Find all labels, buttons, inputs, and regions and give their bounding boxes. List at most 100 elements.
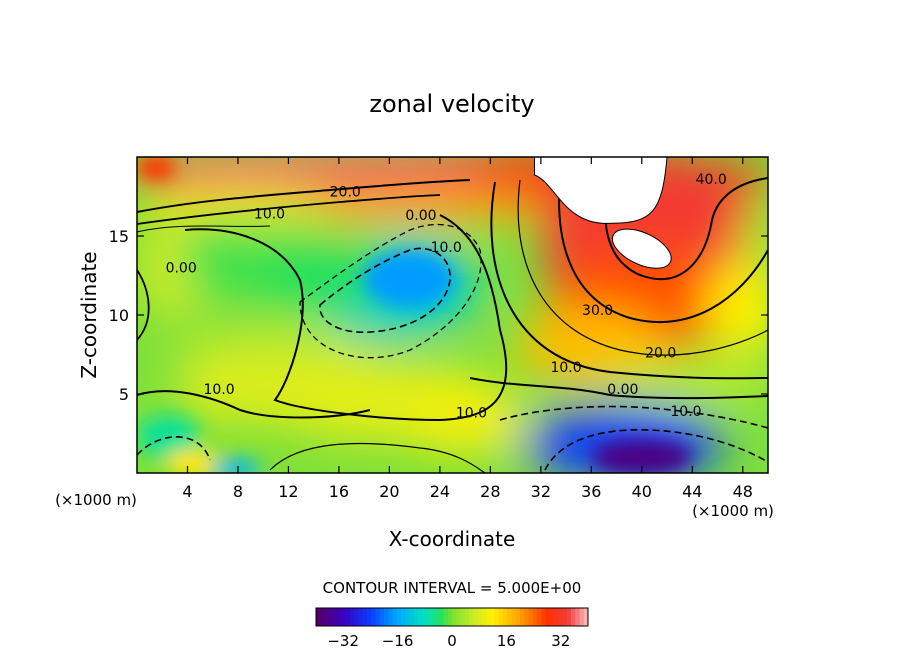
x-tick-label: 32 [531, 482, 551, 501]
colorbar-swatch [490, 608, 495, 626]
colorbar-tick-label: 16 [497, 632, 516, 650]
contour-label: 40.0 [696, 172, 727, 188]
contour-line [137, 194, 441, 225]
colorbar-swatch [439, 608, 444, 626]
colorbar-swatch [486, 608, 491, 626]
undefined-region [534, 157, 668, 224]
x-tick-label: 20 [379, 482, 399, 501]
y-axis: 5 10 15 [109, 227, 768, 404]
field-region [137, 157, 177, 181]
x-unit-label: (×1000 m) [692, 502, 774, 520]
colorbar-swatch [401, 608, 406, 626]
colorbar-swatch [528, 608, 534, 626]
colorbar-swatch [583, 608, 589, 626]
x-tick-label: 12 [278, 482, 298, 501]
colorbar-swatch [460, 608, 466, 626]
y-axis-label: Z-coordinate [77, 251, 101, 378]
colorbar-swatch [549, 608, 555, 626]
z-unit-label: (×1000 m) [55, 491, 137, 509]
colorbar-swatch [456, 608, 461, 626]
x-tick-label: 4 [182, 482, 192, 501]
colorbar-swatch [464, 608, 470, 626]
colorbar-swatch [541, 608, 546, 626]
field-region [174, 220, 276, 300]
colorbar-swatch [337, 608, 342, 626]
contour-line [137, 225, 271, 233]
contour-label: 0.00 [166, 260, 197, 276]
colorbar-swatch [443, 608, 449, 626]
colorbar-swatch [413, 608, 419, 626]
colorbar-swatch [392, 608, 398, 626]
colorbar [315, 607, 589, 627]
colorbar-swatch [579, 608, 585, 626]
colorbar-swatch [430, 608, 436, 626]
colorbar-tick-label: −16 [382, 632, 414, 650]
colorbar-swatch [537, 608, 542, 626]
colorbar-swatch [426, 608, 432, 626]
x-axis: 4 8 12 16 20 24 28 32 36 40 44 48 [182, 157, 753, 501]
colorbar-swatch [354, 608, 359, 626]
colorbar-swatch [379, 608, 385, 626]
contour-label: 0.00 [405, 208, 436, 224]
contour-line [137, 269, 150, 341]
contour-interval-text: CONTOUR INTERVAL = 5.000E+00 [323, 579, 582, 597]
colorbar-swatch [532, 608, 538, 626]
colorbar-swatch [566, 608, 572, 626]
contour-line [269, 442, 486, 473]
field-region [174, 373, 327, 421]
colorbar-swatch [345, 608, 351, 626]
colorbar-swatch [320, 608, 325, 626]
undefined-region [611, 228, 672, 269]
field-region [137, 157, 491, 188]
colorbar-swatch [469, 608, 474, 626]
colorbar-swatch [503, 608, 508, 626]
y-tick-label: 15 [109, 227, 129, 246]
colorbar-swatch [515, 608, 521, 626]
colorbar-swatch [405, 608, 410, 626]
colorbar-swatch [520, 608, 525, 626]
colorbar-swatch [358, 608, 364, 626]
colorbar-swatch [477, 608, 483, 626]
field-region [210, 458, 261, 473]
colorbar-swatch [562, 608, 568, 626]
colorbar-swatch [473, 608, 478, 626]
field-region [137, 414, 201, 459]
x-tick-label: 28 [480, 482, 500, 501]
x-tick-label: 44 [682, 482, 702, 501]
contour-label: 10.0 [670, 404, 701, 420]
contour-label: 30.0 [582, 303, 613, 319]
contour-line [137, 179, 471, 213]
contour-line [319, 247, 451, 333]
colorbar-swatch [511, 608, 517, 626]
colorbar-frame [315, 607, 589, 627]
contour-label: 10.0 [550, 360, 581, 376]
contour-line [517, 179, 768, 356]
colorbar-swatch [396, 608, 402, 626]
colorbar-swatch [333, 608, 338, 626]
contour-line [137, 390, 371, 419]
colorbar-swatch [575, 608, 580, 626]
x-tick-label: 40 [632, 482, 652, 501]
colorbar-tick-label: −32 [327, 632, 359, 650]
field-region [704, 259, 768, 355]
colorbar-tick-label: 0 [447, 632, 457, 650]
field-region [362, 250, 454, 308]
x-tick-label: 48 [733, 482, 753, 501]
colorbar-swatch [435, 608, 440, 626]
contour-label: 10.0 [456, 406, 487, 422]
colorbar-swatch [498, 608, 504, 626]
x-tick-label: 36 [581, 482, 601, 501]
contour-line [469, 377, 768, 400]
y-tick-label: 10 [109, 306, 129, 325]
field-region [603, 359, 768, 404]
colorbar-swatch [447, 608, 453, 626]
contour-line [544, 428, 768, 471]
colorbar-swatch [362, 608, 368, 626]
colorbar-swatch [524, 608, 529, 626]
field-region [591, 439, 693, 473]
field-region [137, 188, 339, 221]
colorbar-swatch [371, 608, 376, 626]
colorbar-swatch [507, 608, 512, 626]
colorbar-swatch [341, 608, 347, 626]
